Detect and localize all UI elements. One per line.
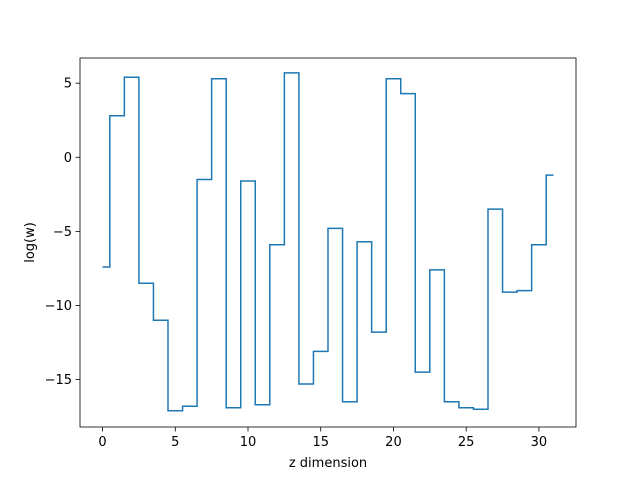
y-tick-label: −10 (45, 299, 72, 314)
x-tick-label: 30 (531, 435, 548, 450)
series-step-line (102, 72, 554, 412)
x-tick-label: 15 (312, 435, 329, 450)
y-tick-label: 5 (64, 77, 72, 92)
x-tick-label: 0 (98, 435, 106, 450)
x-axis: 0 5 10 15 20 25 30 (98, 427, 547, 450)
y-tick-label: 0 (64, 151, 72, 166)
y-tick-label: −15 (45, 373, 72, 388)
y-tick-label: −5 (53, 225, 72, 240)
y-axis: −15 −10 −5 0 5 (45, 77, 80, 388)
x-tick-label: 25 (458, 435, 475, 450)
x-tick-label: 10 (240, 435, 257, 450)
x-axis-label: z dimension (289, 456, 367, 471)
y-axis-label: log(w) (23, 222, 38, 263)
plot-frame (79, 57, 577, 428)
x-tick-label: 20 (385, 435, 402, 450)
x-tick-label: 5 (171, 435, 179, 450)
